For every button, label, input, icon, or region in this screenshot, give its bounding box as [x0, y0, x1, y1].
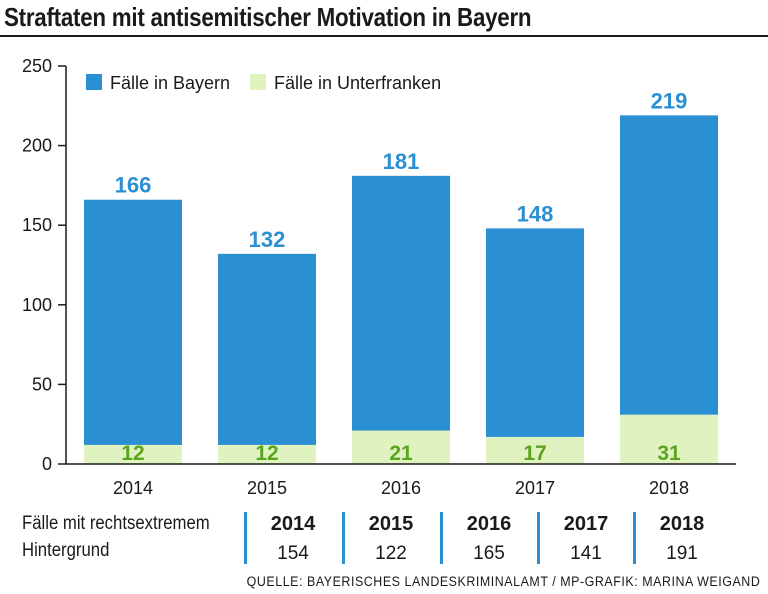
y-tick-label: 250 [22, 56, 52, 76]
footer-year: 2014 [270, 513, 316, 535]
source-credit: QUELLE: BAYERISCHES LANDESKRIMINALAMT / … [246, 574, 760, 589]
data-label-unterfranken: 12 [121, 442, 144, 465]
footer-year: 2015 [368, 513, 414, 535]
data-label-unterfranken: 21 [389, 442, 413, 465]
x-tick-label: 2017 [515, 478, 555, 498]
footer-value: 122 [375, 543, 407, 564]
footer-divider [440, 512, 443, 564]
data-label-unterfranken: 17 [523, 442, 546, 465]
y-tick-label: 100 [22, 295, 52, 315]
x-tick-label: 2018 [649, 478, 689, 498]
footer-value: 165 [473, 543, 505, 564]
bar-bayern [218, 253, 316, 464]
bar-unterfranken [218, 444, 316, 464]
footer-year: 2018 [659, 513, 705, 535]
footer-value: 141 [570, 543, 602, 564]
bar-bayern [84, 199, 182, 464]
footer-divider [244, 512, 247, 564]
footer-divider [633, 512, 636, 564]
title-rule [0, 35, 768, 37]
bar-bayern [486, 228, 584, 464]
data-label-bayern: 148 [517, 201, 554, 226]
data-label-bayern: 219 [651, 88, 688, 113]
data-label-unterfranken: 12 [255, 442, 278, 465]
y-tick-label: 0 [42, 454, 52, 474]
y-tick-label: 150 [22, 215, 52, 235]
legend-swatch-bayern [86, 74, 102, 90]
x-tick-label: 2014 [113, 478, 153, 498]
data-label-unterfranken: 31 [657, 442, 681, 465]
data-label-bayern: 132 [249, 227, 286, 252]
data-label-bayern: 166 [115, 173, 152, 198]
footer-value: 191 [666, 543, 698, 564]
data-label-bayern: 181 [383, 149, 420, 174]
footer-divider [537, 512, 540, 564]
footer-year: 2016 [466, 513, 512, 535]
bar-unterfranken [486, 436, 584, 464]
footer-divider [342, 512, 345, 564]
footer-label-line2: Hintergrund [22, 540, 110, 561]
footer-value: 154 [277, 543, 309, 564]
bar-chart: 0 50 100 150 200 250 166 12 2014 132 12 2015 181 21 20… [22, 56, 736, 498]
footer-year: 2017 [563, 513, 609, 535]
bar-unterfranken [352, 430, 450, 464]
bar-unterfranken [620, 414, 718, 464]
bar-bayern [352, 175, 450, 464]
x-tick-label: 2016 [381, 478, 421, 498]
chart-title: Straftaten mit antisemitischer Motivatio… [4, 2, 532, 32]
y-tick-label: 50 [32, 374, 52, 394]
x-tick-label: 2015 [247, 478, 287, 498]
legend-label-unterfranken: Fälle in Unterfranken [274, 73, 441, 93]
y-tick-label: 200 [22, 136, 52, 156]
footer-label-line1: Fälle mit rechtsextremem [22, 513, 210, 534]
bar-unterfranken [84, 444, 182, 464]
legend-swatch-unterfranken [250, 74, 266, 90]
bar-bayern [620, 115, 718, 465]
legend-label-bayern: Fälle in Bayern [110, 73, 230, 93]
